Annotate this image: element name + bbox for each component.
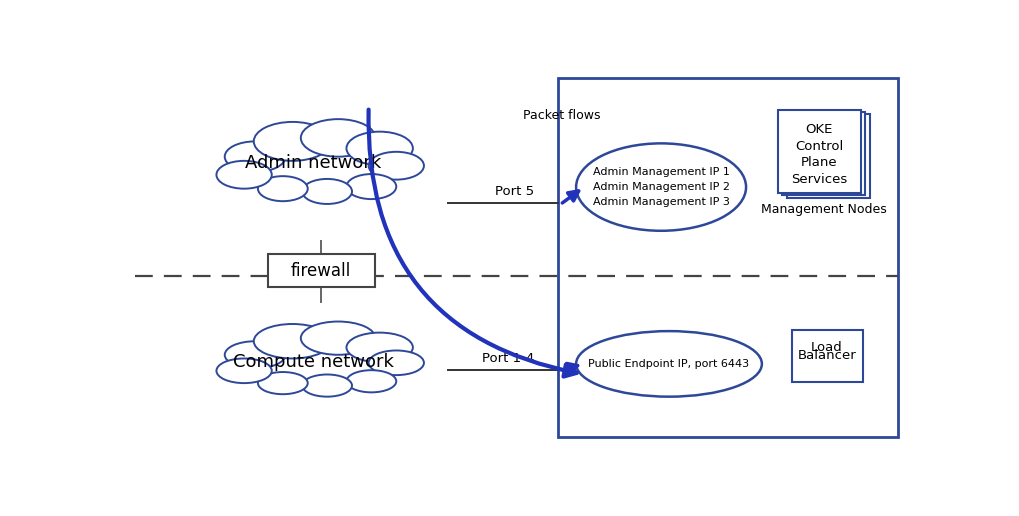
Ellipse shape: [301, 321, 375, 355]
Ellipse shape: [254, 122, 331, 161]
Text: Control: Control: [794, 140, 843, 153]
Ellipse shape: [258, 372, 308, 394]
Bar: [787, 115, 869, 198]
Text: Port 5: Port 5: [495, 185, 534, 198]
Bar: [557, 78, 898, 438]
Text: Admin Management IP 1: Admin Management IP 1: [592, 167, 729, 177]
Text: Load: Load: [810, 341, 842, 353]
Bar: [791, 330, 862, 382]
Ellipse shape: [346, 333, 413, 362]
Ellipse shape: [216, 161, 271, 189]
FancyArrowPatch shape: [561, 191, 578, 203]
Ellipse shape: [224, 141, 285, 172]
Text: Admin Management IP 3: Admin Management IP 3: [592, 197, 729, 207]
Ellipse shape: [368, 350, 424, 375]
Text: OKE: OKE: [805, 123, 833, 136]
Text: Management Nodes: Management Nodes: [760, 203, 886, 216]
Text: Port 1-4: Port 1-4: [482, 352, 534, 365]
Text: Admin Management IP 2: Admin Management IP 2: [592, 182, 729, 192]
Ellipse shape: [302, 179, 352, 204]
Text: Plane: Plane: [800, 156, 837, 169]
Text: Compute network: Compute network: [232, 353, 393, 371]
Text: Balancer: Balancer: [797, 349, 856, 362]
Ellipse shape: [224, 341, 285, 368]
Ellipse shape: [258, 176, 308, 201]
Text: Packet flows: Packet flows: [522, 109, 599, 122]
Ellipse shape: [576, 331, 761, 397]
Ellipse shape: [346, 174, 396, 199]
Bar: [268, 254, 374, 287]
FancyArrowPatch shape: [561, 363, 577, 373]
Text: Admin network: Admin network: [245, 154, 381, 172]
Ellipse shape: [254, 324, 331, 359]
Text: firewall: firewall: [290, 262, 351, 280]
Bar: [782, 112, 864, 196]
Ellipse shape: [576, 143, 745, 231]
Text: Services: Services: [791, 173, 847, 186]
Bar: [776, 109, 860, 193]
Ellipse shape: [301, 119, 375, 157]
Ellipse shape: [216, 359, 271, 383]
Ellipse shape: [346, 370, 396, 392]
Ellipse shape: [302, 375, 352, 397]
Text: Public Endpoint IP, port 6443: Public Endpoint IP, port 6443: [588, 359, 749, 369]
Ellipse shape: [346, 132, 413, 165]
Ellipse shape: [368, 152, 424, 180]
FancyArrowPatch shape: [368, 109, 576, 377]
